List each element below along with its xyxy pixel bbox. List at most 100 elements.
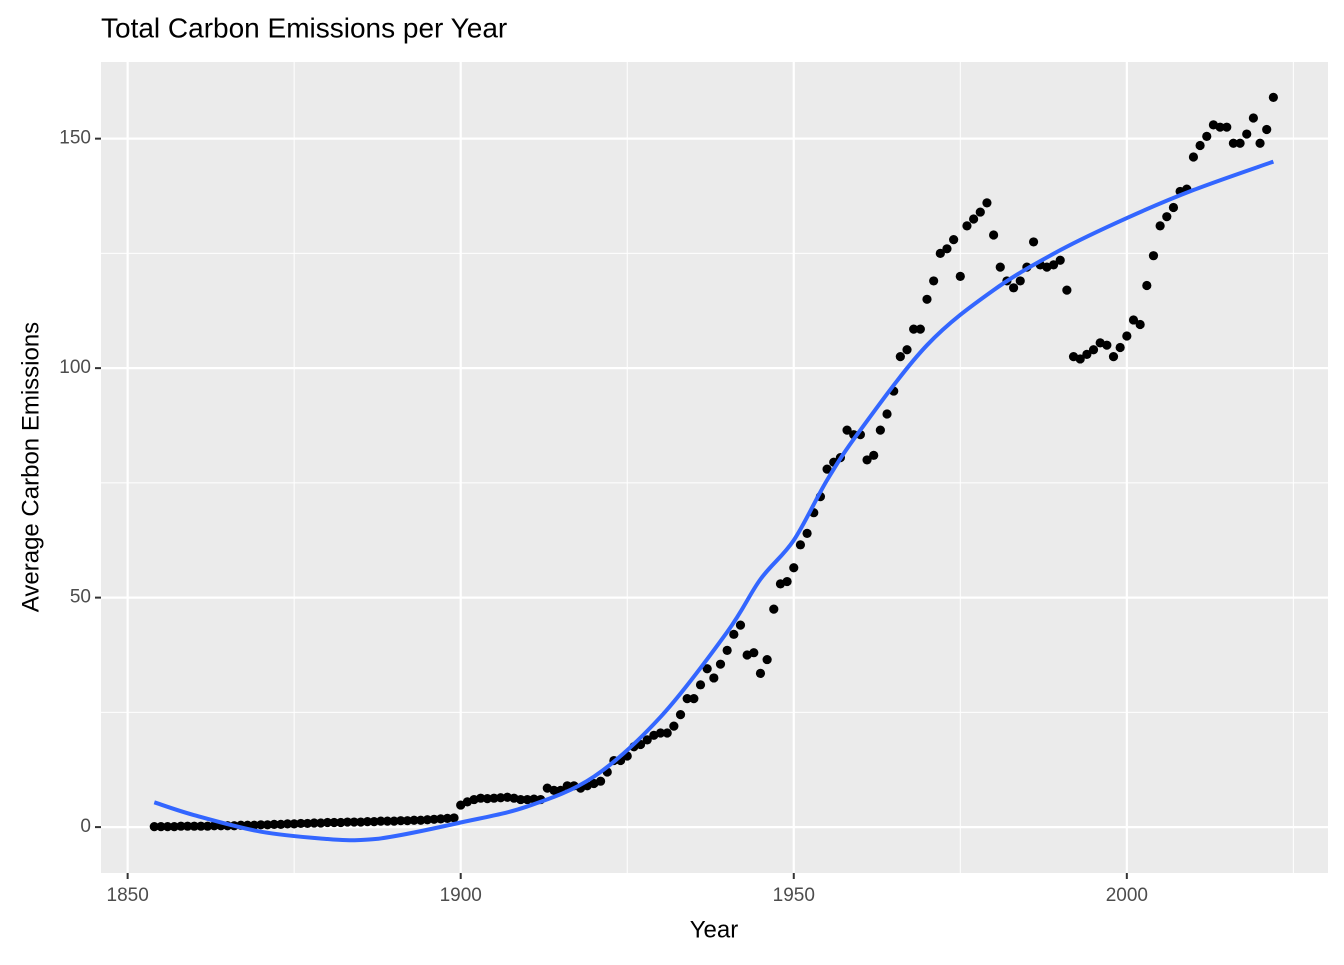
point <box>729 629 739 639</box>
x-tick-label: 1850 <box>107 885 149 906</box>
point <box>735 620 746 630</box>
point <box>416 815 426 825</box>
point <box>969 214 979 224</box>
point <box>316 818 326 828</box>
point <box>595 776 606 786</box>
point <box>955 271 965 281</box>
point <box>1268 92 1278 102</box>
point <box>449 813 459 823</box>
point <box>1255 138 1265 148</box>
point <box>1015 276 1025 286</box>
y-tick-label: 0 <box>80 816 91 837</box>
point <box>715 659 726 669</box>
point <box>196 821 206 831</box>
point <box>682 693 692 704</box>
point <box>689 693 699 704</box>
point <box>749 648 759 658</box>
point <box>302 818 313 829</box>
point <box>1008 283 1019 293</box>
point <box>982 198 992 208</box>
point <box>1195 140 1205 151</box>
panel <box>101 62 1328 873</box>
point <box>802 528 812 538</box>
chart-title: Total Carbon Emissions per Year <box>101 12 507 43</box>
x-axis-title: Year <box>690 916 739 943</box>
point <box>409 815 419 825</box>
point <box>342 817 353 827</box>
point <box>422 815 433 825</box>
point <box>1115 342 1125 353</box>
point <box>1242 129 1252 139</box>
point <box>1128 315 1139 325</box>
point <box>662 728 672 738</box>
point <box>476 793 486 803</box>
point <box>1215 122 1225 132</box>
point <box>163 822 173 832</box>
point <box>156 822 166 832</box>
point <box>915 324 925 334</box>
point <box>296 818 306 829</box>
point <box>995 262 1005 272</box>
point <box>709 673 719 683</box>
point <box>436 814 446 824</box>
point <box>762 654 772 665</box>
point <box>382 816 393 826</box>
point <box>1262 124 1272 135</box>
point <box>1142 280 1152 291</box>
point <box>149 822 159 832</box>
y-axis-title: Average Carbon Emissions <box>17 322 44 612</box>
point <box>322 817 333 828</box>
point <box>1082 349 1092 359</box>
point <box>349 817 359 827</box>
point <box>1168 202 1179 213</box>
point <box>182 821 193 831</box>
point <box>1062 285 1072 295</box>
point <box>522 794 532 805</box>
point <box>249 820 259 830</box>
point <box>389 816 399 826</box>
point <box>402 816 413 826</box>
point <box>269 819 279 829</box>
point <box>922 294 932 304</box>
point <box>396 816 406 826</box>
point <box>669 721 679 731</box>
y-tick-label: 100 <box>59 357 91 378</box>
point <box>429 814 439 824</box>
point <box>902 345 912 355</box>
point <box>642 735 652 745</box>
point <box>1248 113 1258 123</box>
point <box>655 728 666 738</box>
point <box>722 645 732 655</box>
point <box>975 207 985 217</box>
point <box>1122 331 1132 341</box>
point <box>822 464 832 474</box>
point <box>1075 354 1085 364</box>
point <box>1048 260 1059 270</box>
point <box>1202 131 1212 141</box>
y-tick-label: 150 <box>59 128 91 149</box>
point <box>1222 122 1232 132</box>
x-tick-label: 1950 <box>773 885 815 906</box>
point <box>356 817 366 827</box>
point <box>862 455 872 465</box>
point <box>769 604 779 614</box>
point <box>262 820 273 830</box>
point <box>256 820 266 830</box>
point <box>869 450 879 460</box>
point <box>1028 237 1039 247</box>
point <box>842 425 852 435</box>
point <box>1055 255 1065 265</box>
point <box>675 710 686 720</box>
point <box>329 817 339 828</box>
point <box>169 822 179 832</box>
point <box>1228 138 1239 148</box>
point <box>942 244 952 254</box>
point <box>795 540 806 550</box>
point <box>282 819 293 829</box>
point <box>209 821 219 831</box>
point <box>702 664 712 674</box>
x-tick-label: 2000 <box>1106 885 1148 906</box>
point <box>1108 352 1119 362</box>
point <box>362 816 373 827</box>
point <box>1162 212 1172 222</box>
